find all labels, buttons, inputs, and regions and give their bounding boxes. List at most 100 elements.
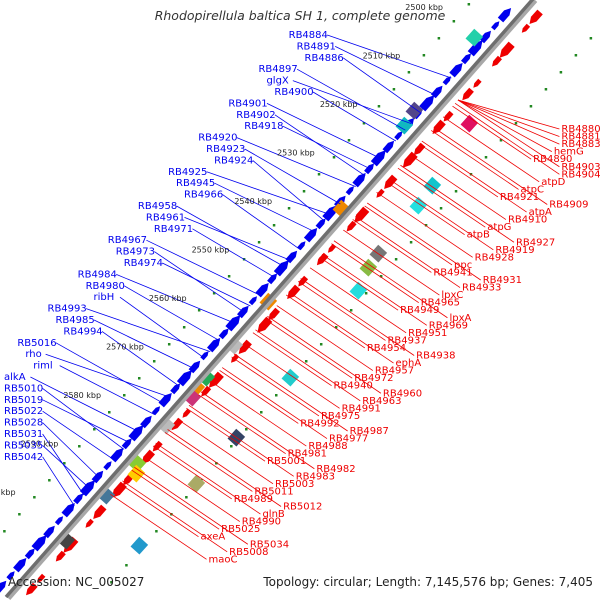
- reverse-gene-label: RB4949: [400, 305, 439, 316]
- forward-gene-arrow: [218, 328, 229, 340]
- reverse-gene-label: RB5025: [221, 524, 260, 535]
- reverse-leader-line: [219, 370, 299, 424]
- reverse-leader-line: [454, 102, 560, 175]
- forward-gene-arrow: [0, 580, 7, 593]
- gc-tick: [484, 156, 488, 159]
- forward-gene-arrow: [248, 296, 257, 306]
- reverse-gene-arrow: [462, 87, 474, 101]
- forward-gene-label: RB4918: [244, 121, 283, 132]
- gc-tick: [379, 275, 383, 278]
- reverse-gene-label: RB4938: [416, 351, 455, 362]
- reverse-gene-label: RB4903: [561, 162, 600, 173]
- gc-tick: [304, 360, 308, 363]
- forward-leader-line: [42, 388, 125, 450]
- reverse-leader-line: [164, 432, 253, 492]
- gc-tick: [529, 105, 533, 108]
- forward-leader-line: [292, 80, 412, 124]
- forward-gene-arrow: [364, 163, 374, 175]
- reverse-leader-line: [366, 202, 481, 281]
- reverse-leader-line: [385, 181, 465, 236]
- reverse-leader-line: [210, 380, 307, 447]
- forward-gene-label: RB4945: [176, 178, 215, 189]
- reverse-gene-label: RB4989: [234, 494, 273, 505]
- gc-tick: [302, 190, 306, 193]
- forward-gene-arrow: [79, 480, 95, 497]
- forward-gene-arrow: [103, 461, 112, 471]
- forward-leader-line: [30, 376, 140, 433]
- annotation-block: [409, 196, 428, 215]
- reverse-gene-label: RB4983: [296, 471, 335, 482]
- forward-gene-label: RB4974: [124, 258, 163, 269]
- gc-tick: [33, 496, 36, 499]
- gc-tick: [230, 445, 233, 448]
- gc-tick: [275, 394, 278, 397]
- forward-leader-line: [59, 365, 155, 415]
- kbp-tick-label: 2560 kbp: [149, 294, 187, 303]
- forward-gene-arrow: [449, 63, 463, 78]
- reverse-leader-line: [421, 140, 527, 213]
- forward-gene-arrow: [151, 406, 161, 416]
- forward-leader-line: [296, 68, 406, 131]
- reverse-gene-label: RB4965: [421, 298, 460, 309]
- forward-gene-label: RB4980: [86, 281, 125, 292]
- forward-gene-label: RB4985: [55, 315, 94, 326]
- forward-gene-arrow: [200, 351, 209, 361]
- forward-gene-arrow: [394, 131, 403, 141]
- forward-gene-arrow: [128, 425, 144, 442]
- reverse-gene-label: hemG: [554, 147, 584, 158]
- reverse-gene-label: atpA: [529, 207, 552, 218]
- forward-leader-line: [236, 137, 356, 187]
- forward-gene-arrow: [491, 21, 500, 31]
- forward-gene-arrow: [430, 85, 443, 99]
- forward-gene-label: RB4924: [214, 155, 253, 166]
- forward-leader-line: [206, 171, 331, 216]
- forward-gene-arrow: [273, 260, 289, 277]
- forward-gene-arrow: [255, 283, 269, 298]
- reverse-gene-arrow: [287, 284, 301, 299]
- annotation-block: [465, 28, 484, 47]
- forward-leader-line: [327, 34, 452, 79]
- reverse-leader-line: [252, 332, 332, 387]
- kbp-tick-label: 2520 kbp: [320, 100, 358, 109]
- annotation-block: [460, 114, 479, 133]
- gc-tick: [407, 71, 411, 74]
- forward-gene-label: RB4961: [146, 212, 185, 223]
- gc-tick: [18, 513, 21, 516]
- reverse-leader-line: [343, 229, 440, 296]
- gc-tick: [589, 37, 593, 40]
- forward-gene-label: RB5016: [17, 338, 56, 349]
- reverse-gene-arrow: [93, 504, 107, 519]
- reverse-leader-line: [233, 353, 348, 432]
- forward-leader-line: [184, 217, 291, 261]
- kbp-tick-label: 2570 kbp: [106, 343, 144, 352]
- forward-gene-label: RB4900: [274, 87, 313, 98]
- forward-leader-line: [85, 308, 211, 352]
- forward-gene-label: RB5042: [4, 452, 43, 463]
- reverse-gene-label: RB5001: [267, 456, 306, 467]
- forward-gene-label: RB5010: [4, 383, 43, 394]
- reverse-leader-line: [457, 99, 560, 168]
- reverse-leader-line: [419, 143, 499, 198]
- forward-gene-arrow: [497, 8, 512, 23]
- gc-tick: [409, 241, 413, 244]
- reverse-leader-line: [433, 127, 548, 205]
- reverse-gene-arrow: [238, 339, 252, 354]
- reverse-leader-line: [400, 164, 515, 243]
- reverse-gene-arrow: [384, 174, 398, 189]
- forward-gene-label: alkA: [4, 372, 26, 383]
- gc-tick: [48, 479, 51, 482]
- reverse-leader-line: [267, 315, 382, 394]
- gc-tick: [152, 360, 156, 363]
- reverse-leader-line: [352, 219, 432, 273]
- forward-leader-line: [42, 445, 90, 489]
- forward-leader-line: [222, 194, 301, 250]
- gc-tick: [260, 411, 263, 414]
- forward-leader-line: [154, 251, 245, 313]
- reverse-gene-arrow: [354, 206, 370, 223]
- forward-leader-line: [342, 57, 421, 114]
- reverse-gene-label: RB4951: [408, 328, 447, 339]
- reverse-gene-arrow: [268, 307, 280, 321]
- forward-leader-line: [42, 422, 100, 478]
- forward-gene-arrow: [43, 525, 55, 539]
- reverse-leader-line: [155, 442, 261, 515]
